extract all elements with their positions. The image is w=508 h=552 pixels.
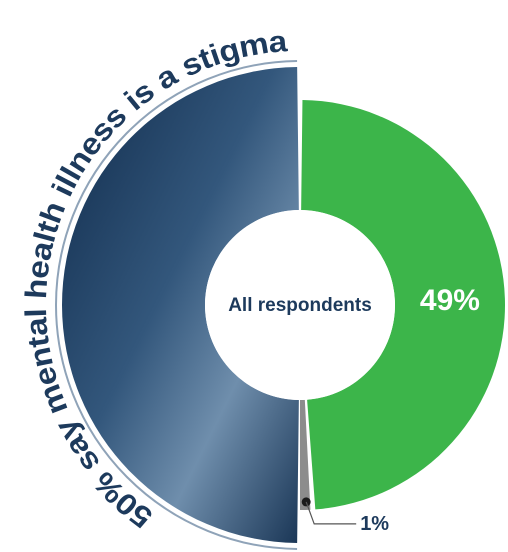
- segment-outline: [55, 60, 298, 550]
- segments: [55, 60, 506, 550]
- donut-segment: [61, 67, 299, 543]
- value-label: 1%: [360, 513, 389, 535]
- donut-hole: [205, 210, 395, 400]
- donut-segment: [300, 399, 311, 510]
- leader-line: [305, 501, 357, 525]
- center-label: All respondents: [228, 295, 372, 316]
- donut-segment: [301, 100, 506, 510]
- value-label: 49%: [420, 284, 480, 317]
